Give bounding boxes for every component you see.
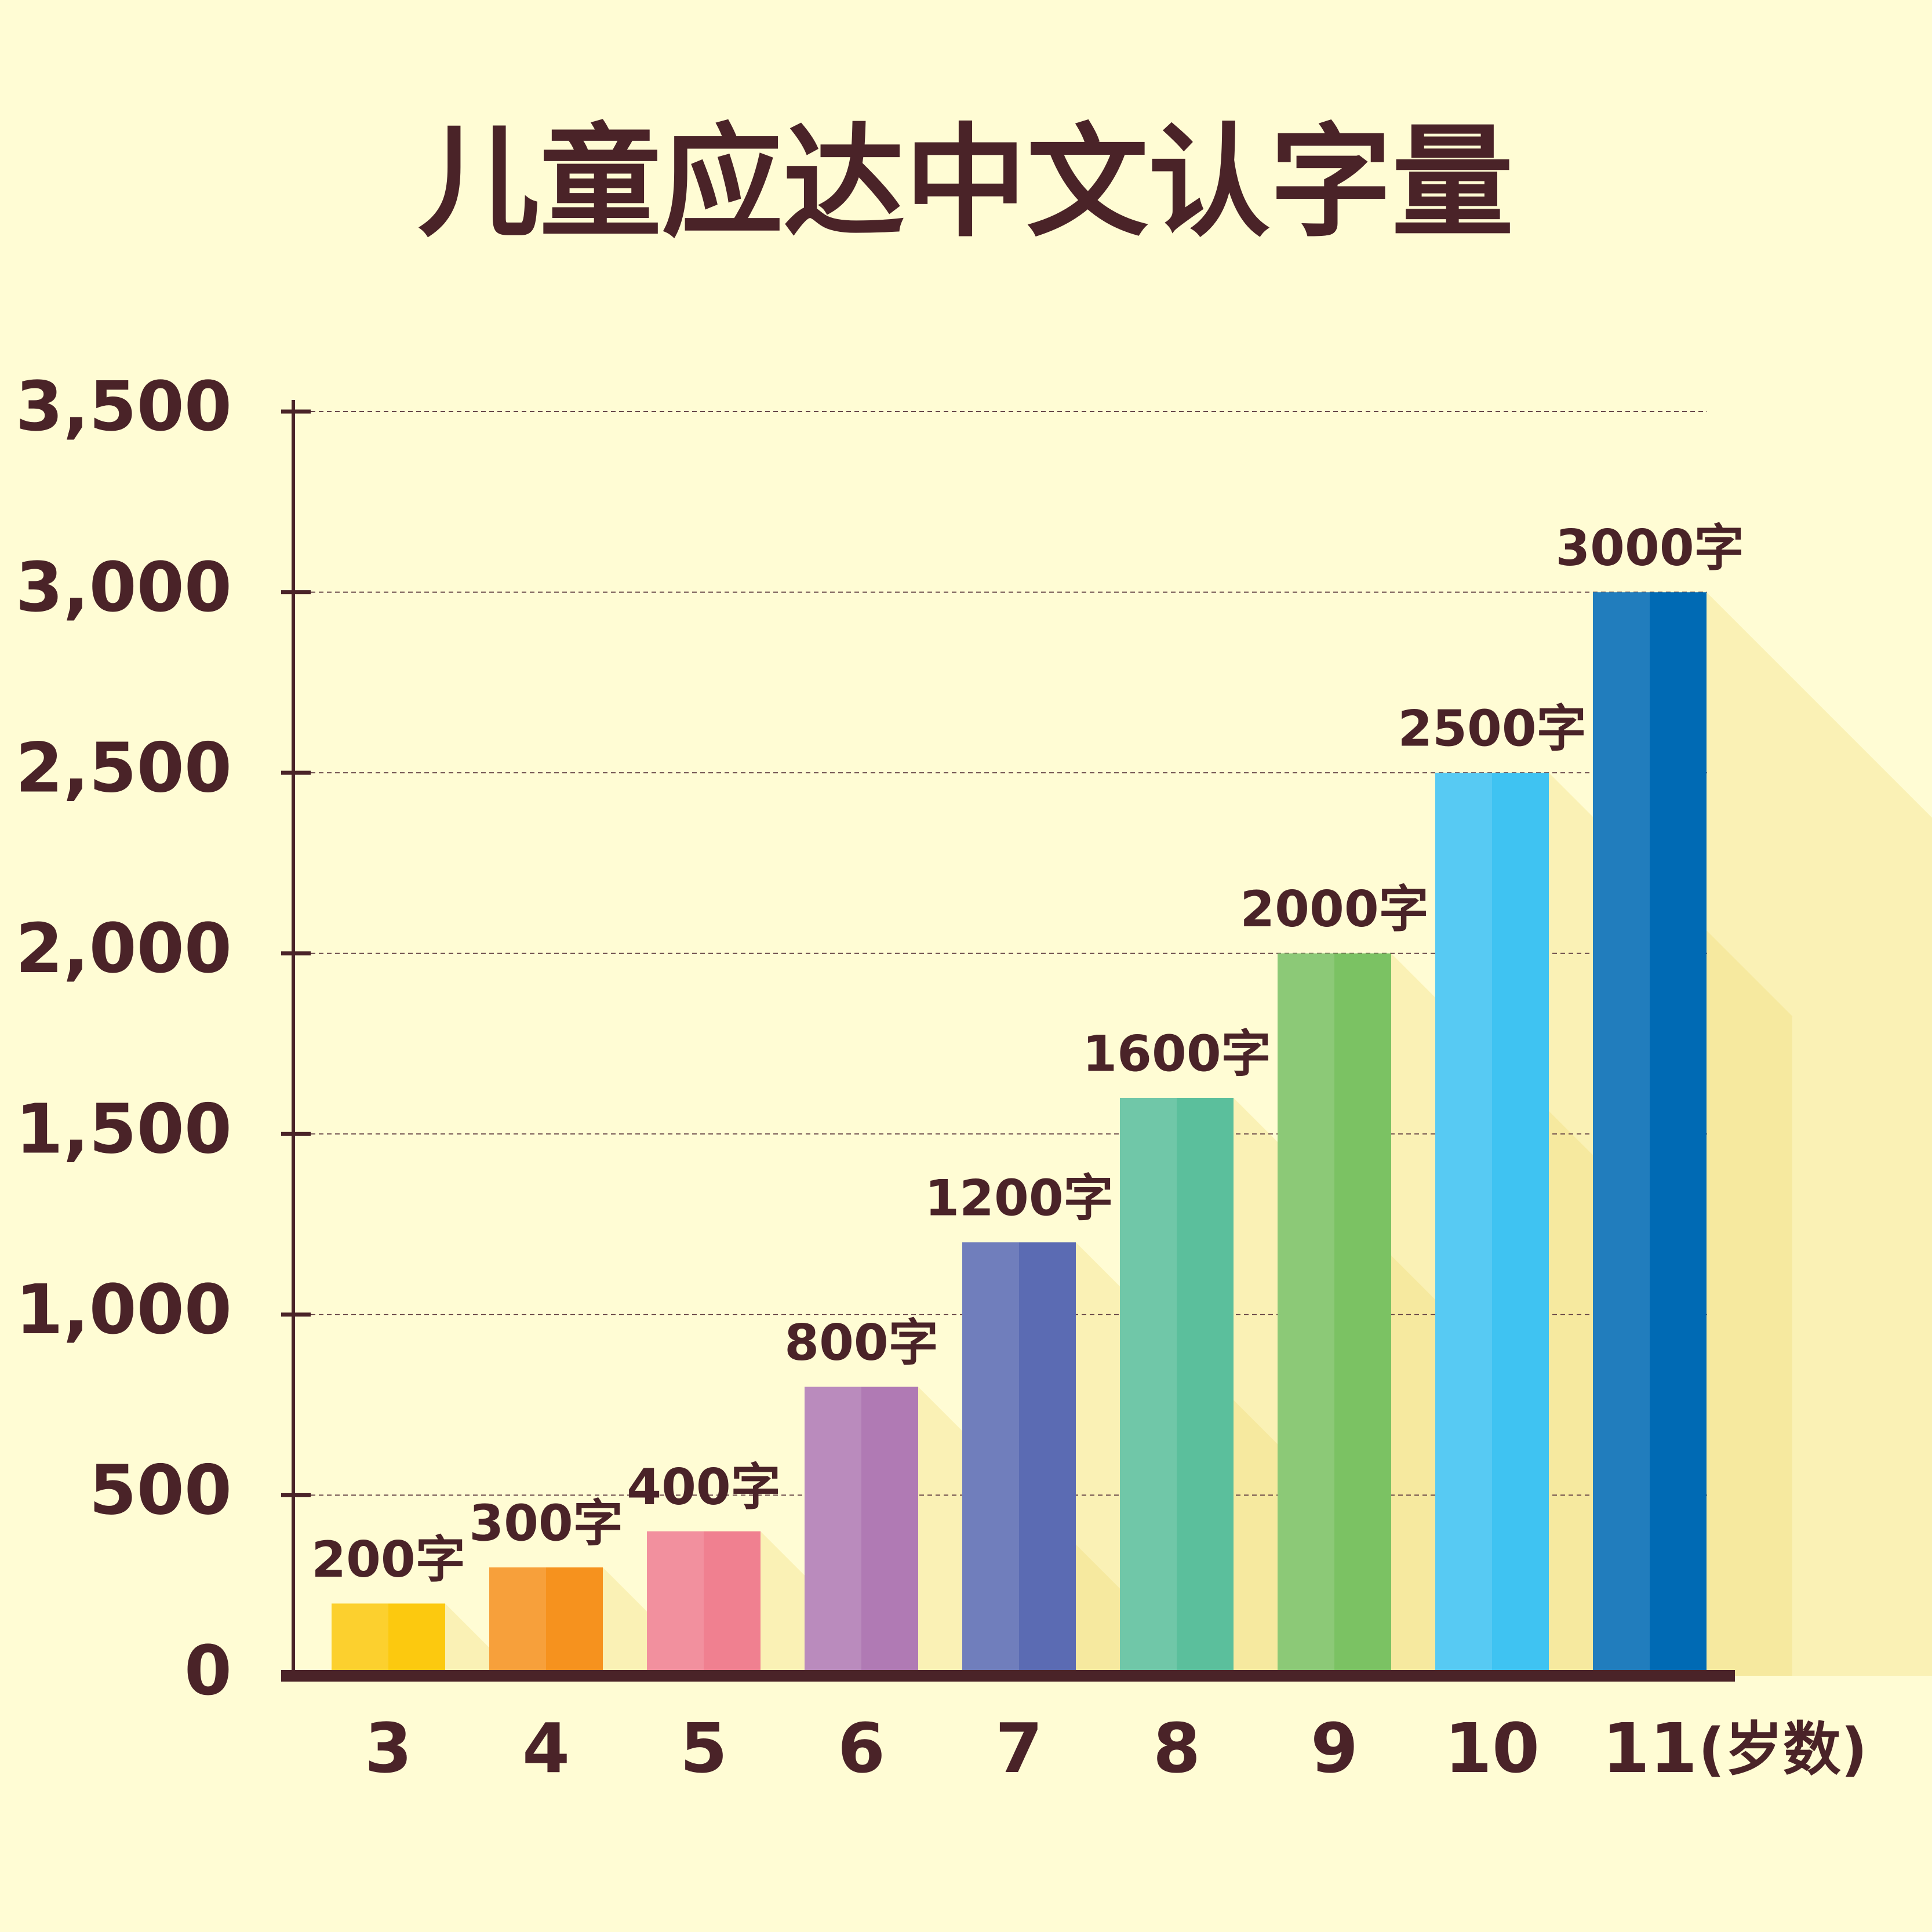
x-tick-label: 3 [365,1708,412,1788]
x-tick-label: 5 [680,1708,727,1788]
bar-shadow [1707,592,1932,1676]
bar-highlight [1278,953,1334,1676]
bar-highlight [1593,592,1650,1676]
bar [1593,592,1707,1676]
bar-highlight [1120,1097,1177,1676]
bar-highlight [1435,773,1492,1676]
x-tick-label: 4 [522,1708,570,1788]
x-tick-label: 8 [1153,1708,1200,1788]
bar [489,1567,603,1676]
y-tick-label: 0 [184,1631,232,1711]
x-tick-label: 9 [1311,1708,1358,1788]
bar-highlight [962,1242,1019,1676]
y-tick-label: 1,500 [16,1089,232,1169]
bar [1120,1097,1234,1676]
bar [805,1387,918,1676]
bar [962,1242,1076,1676]
bar [647,1531,761,1676]
value-label: 200字 [311,1531,465,1589]
x-axis-label: (岁数) [1698,1715,1867,1783]
bar-highlight [805,1387,861,1676]
value-label: 400字 [627,1458,781,1516]
bar [1278,953,1391,1676]
bar-highlight [647,1531,704,1676]
value-label: 800字 [784,1314,938,1372]
y-tick-label: 3,000 [16,547,232,627]
bar-shadow [445,1603,518,1676]
bar [1435,773,1549,1676]
value-label: 3000字 [1555,519,1744,577]
x-tick-label: 7 [995,1708,1043,1788]
chart-title: 儿童应达中文认字量 [418,112,1513,254]
bar [332,1603,445,1676]
bar-highlight [332,1603,388,1676]
x-tick-label: 11 [1602,1708,1697,1788]
value-label: 1600字 [1082,1025,1271,1083]
y-tick-label: 2,500 [16,727,232,807]
y-tick-label: 3,500 [16,366,232,446]
value-label: 300字 [469,1494,623,1552]
y-tick-label: 1,000 [16,1269,232,1349]
x-tick-label: 6 [838,1708,885,1788]
value-label: 2000字 [1240,881,1428,938]
x-tick-label: 10 [1445,1708,1540,1788]
value-label: 2500字 [1398,700,1586,758]
y-tick-label: 500 [89,1450,232,1530]
y-tick-label: 2,000 [16,908,232,988]
value-label: 1200字 [925,1170,1113,1228]
bar-highlight [489,1567,546,1676]
